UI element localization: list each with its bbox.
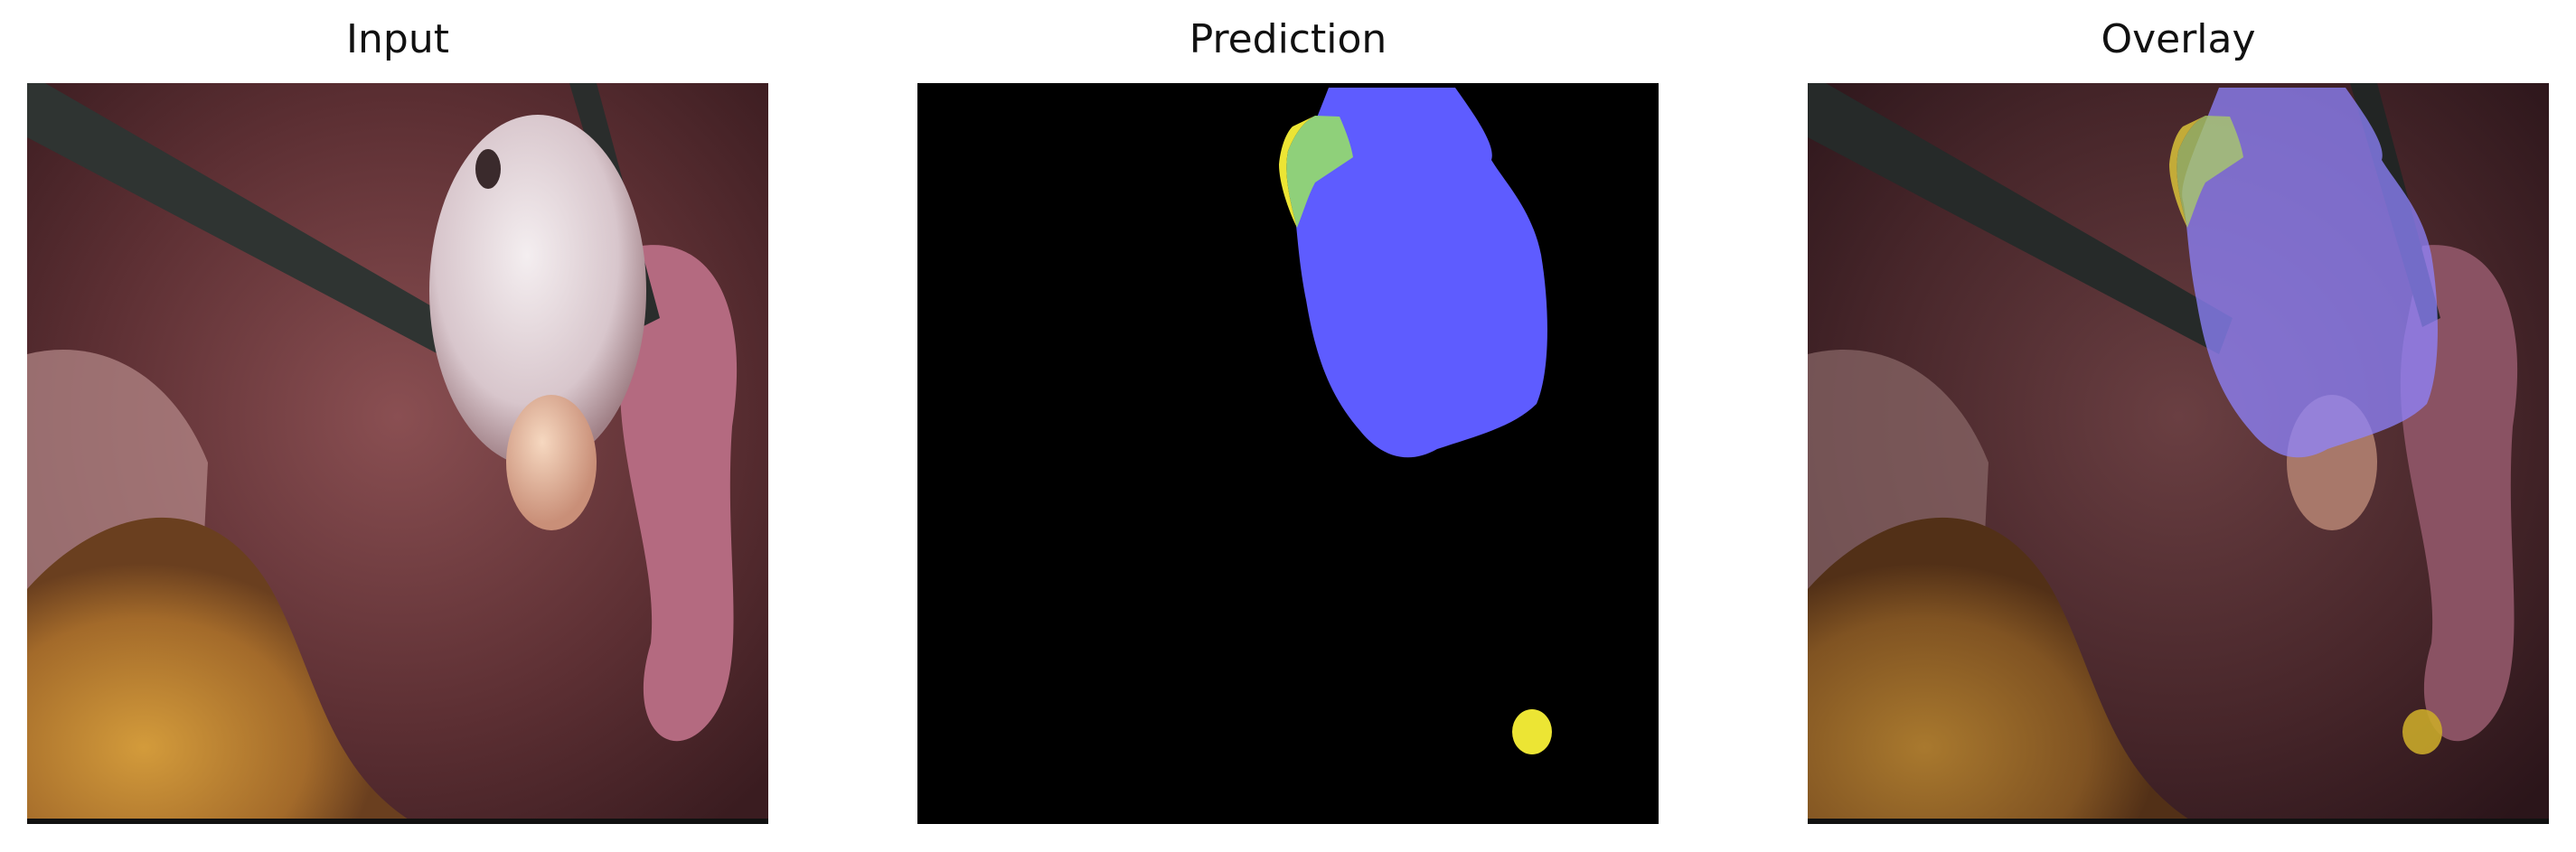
panel-title-prediction: Prediction <box>1189 16 1387 62</box>
input-image <box>27 83 768 824</box>
bottom-border <box>27 819 768 824</box>
overlay-image <box>1808 83 2549 824</box>
overlay-yellow-spot <box>2402 709 2442 754</box>
overlay-segment-yellow <box>2169 116 2205 228</box>
mask-background <box>917 83 1659 824</box>
segment-yellow <box>1279 116 1315 228</box>
fat-region <box>1808 517 2196 824</box>
fat-region <box>27 517 416 824</box>
prediction-mask <box>917 83 1659 824</box>
panel-title-input: Input <box>346 16 449 62</box>
panel-title-overlay: Overlay <box>2101 16 2256 62</box>
segment-green <box>1286 116 1353 228</box>
mass-spot <box>475 149 501 189</box>
bottom-border <box>1808 819 2549 824</box>
cyst <box>506 395 597 530</box>
segment-yellow-spot <box>1512 709 1552 754</box>
right-bowel <box>619 245 738 742</box>
segment-main <box>1292 88 1547 458</box>
overlay-segment-green <box>2176 116 2243 228</box>
overlay-segment-main <box>2182 88 2438 458</box>
mass <box>429 115 646 467</box>
instrument-shaft <box>1808 83 2233 354</box>
instrument-shaft <box>27 83 452 354</box>
